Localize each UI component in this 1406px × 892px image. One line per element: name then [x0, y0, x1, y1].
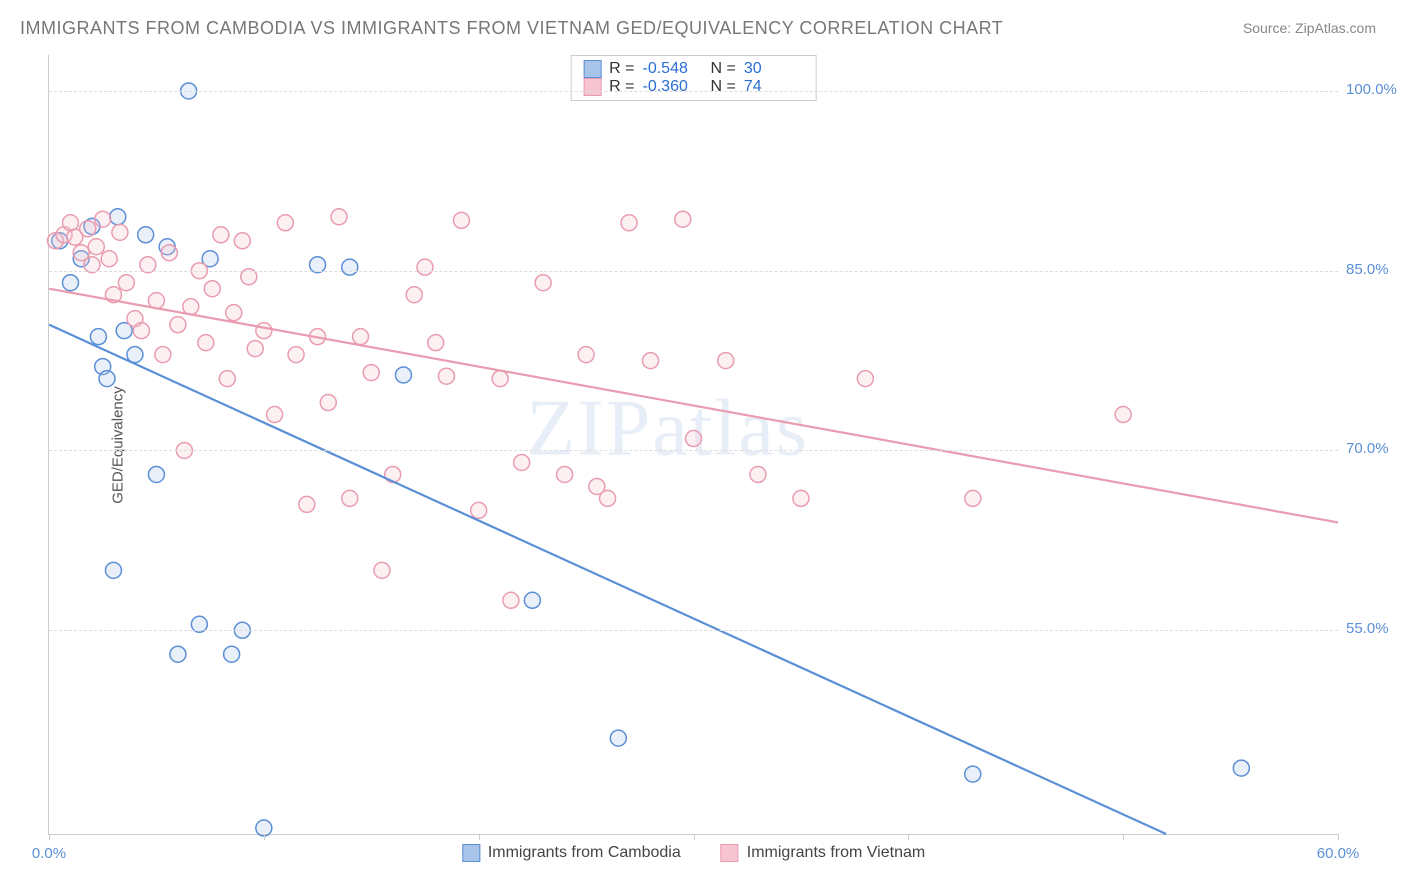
legend-label-cambodia: Immigrants from Cambodia — [488, 844, 681, 862]
plot-area: GED/Equivalency ZIPatlas R = -0.548 N = … — [48, 55, 1338, 835]
scatter-point — [288, 347, 304, 363]
scatter-point — [363, 365, 379, 381]
scatter-point — [965, 490, 981, 506]
scatter-point — [600, 490, 616, 506]
scatter-point — [857, 371, 873, 387]
scatter-point — [226, 305, 242, 321]
scatter-point — [524, 592, 540, 608]
scatter-point — [385, 466, 401, 482]
scatter-point — [267, 407, 283, 423]
scatter-point — [213, 227, 229, 243]
scatter-point — [965, 766, 981, 782]
scatter-point — [99, 371, 115, 387]
chart-title: IMMIGRANTS FROM CAMBODIA VS IMMIGRANTS F… — [20, 18, 1003, 39]
scatter-point — [118, 275, 134, 291]
scatter-point — [95, 211, 111, 227]
scatter-point — [219, 371, 235, 387]
scatter-point — [155, 347, 171, 363]
scatter-point — [535, 275, 551, 291]
scatter-point — [471, 502, 487, 518]
scatter-point — [90, 329, 106, 345]
trend-line — [49, 325, 1166, 834]
scatter-point — [417, 259, 433, 275]
ytick-label: 100.0% — [1346, 81, 1406, 98]
scatter-point — [503, 592, 519, 608]
scatter-point — [453, 212, 469, 228]
legend-swatch-cambodia — [462, 844, 480, 862]
scatter-point — [170, 646, 186, 662]
scatter-point — [101, 251, 117, 267]
source-label: Source: ZipAtlas.com — [1243, 20, 1376, 36]
scatter-point — [578, 347, 594, 363]
scatter-point — [161, 245, 177, 261]
scatter-point — [1233, 760, 1249, 776]
scatter-point — [62, 275, 78, 291]
scatter-point — [198, 335, 214, 351]
scatter-point — [277, 215, 293, 231]
scatter-point — [112, 224, 128, 240]
scatter-point — [256, 323, 272, 339]
scatter-point — [110, 209, 126, 225]
scatter-point — [514, 454, 530, 470]
scatter-point — [557, 466, 573, 482]
scatter-point — [342, 490, 358, 506]
scatter-point — [406, 287, 422, 303]
scatter-point — [395, 367, 411, 383]
scatter-point — [170, 317, 186, 333]
scatter-point — [621, 215, 637, 231]
scatter-point — [247, 341, 263, 357]
scatter-point — [224, 646, 240, 662]
scatter-point — [428, 335, 444, 351]
scatter-point — [492, 371, 508, 387]
scatter-point — [138, 227, 154, 243]
scatter-point — [643, 353, 659, 369]
scatter-point — [320, 395, 336, 411]
scatter-point — [62, 215, 78, 231]
scatter-point — [148, 466, 164, 482]
xtick-label: 0.0% — [32, 845, 66, 862]
legend-label-vietnam: Immigrants from Vietnam — [747, 844, 925, 862]
xtick-label: 60.0% — [1317, 845, 1360, 862]
scatter-point — [675, 211, 691, 227]
scatter-point — [331, 209, 347, 225]
scatter-point — [299, 496, 315, 512]
ytick-label: 70.0% — [1346, 440, 1406, 457]
legend-item-vietnam: Immigrants from Vietnam — [721, 844, 925, 862]
scatter-point — [718, 353, 734, 369]
scatter-point — [133, 323, 149, 339]
ytick-label: 85.0% — [1346, 261, 1406, 278]
legend-item-cambodia: Immigrants from Cambodia — [462, 844, 681, 862]
scatter-point — [105, 562, 121, 578]
scatter-point — [88, 239, 104, 255]
scatter-point — [204, 281, 220, 297]
scatter-point — [234, 233, 250, 249]
plot-svg — [49, 55, 1338, 834]
bottom-legend: Immigrants from Cambodia Immigrants from… — [462, 844, 925, 862]
trend-line — [49, 289, 1338, 523]
scatter-point — [80, 221, 96, 237]
scatter-point — [374, 562, 390, 578]
scatter-point — [1115, 407, 1131, 423]
scatter-point — [793, 490, 809, 506]
scatter-point — [342, 259, 358, 275]
scatter-point — [686, 431, 702, 447]
scatter-point — [610, 730, 626, 746]
scatter-point — [438, 368, 454, 384]
ytick-label: 55.0% — [1346, 620, 1406, 637]
legend-swatch-vietnam — [721, 844, 739, 862]
scatter-point — [353, 329, 369, 345]
scatter-point — [750, 466, 766, 482]
